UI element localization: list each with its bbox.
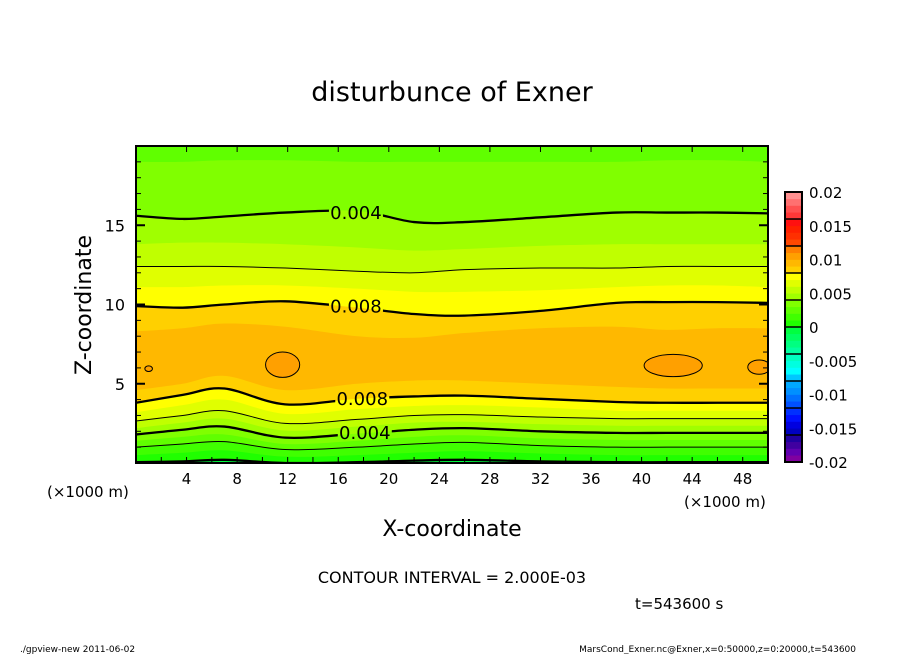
closed-contour xyxy=(144,365,153,373)
colorbar-swatch xyxy=(785,441,802,449)
colorbar-swatch xyxy=(785,279,802,287)
x-tick-label: 20 xyxy=(379,470,398,488)
y-tick-label: 15 xyxy=(105,216,125,235)
colorbar xyxy=(784,191,803,463)
colorbar-swatch xyxy=(785,232,802,240)
contour-line xyxy=(136,440,768,451)
colorbar-swatch xyxy=(785,205,802,213)
colorbar-swatch xyxy=(785,347,802,355)
colorbar-swatch xyxy=(785,408,802,416)
x-tick-label: 12 xyxy=(278,470,297,488)
colorbar-swatch xyxy=(785,435,802,443)
colorbar-label: -0.02 xyxy=(809,454,848,472)
contour-label: 0.004 xyxy=(330,203,382,224)
colorbar-swatch xyxy=(785,421,802,429)
colorbar-swatch xyxy=(785,212,802,220)
colorbar-label: -0.01 xyxy=(809,387,848,405)
contour-line xyxy=(136,300,768,317)
colorbar-swatch xyxy=(785,239,802,247)
colorbar-swatch xyxy=(785,367,802,375)
x-axis-label: X-coordinate xyxy=(382,517,521,542)
colorbar-label: 0.01 xyxy=(809,252,842,270)
colorbar-swatch xyxy=(785,293,802,301)
x-tick-label: 4 xyxy=(182,470,192,488)
contour-line xyxy=(136,387,768,406)
colorbar-label: -0.015 xyxy=(809,420,857,438)
x-tick-label: 24 xyxy=(430,470,449,488)
colorbar-swatch xyxy=(785,192,802,200)
colorbar-swatch xyxy=(785,273,802,281)
colorbar-label: 0 xyxy=(809,319,819,337)
closed-contour xyxy=(747,359,768,375)
colorbar-swatch xyxy=(785,354,802,362)
colorbar-swatch xyxy=(785,320,802,328)
band-fill xyxy=(136,146,768,162)
colorbar-swatch xyxy=(785,448,802,456)
contour-line xyxy=(136,209,768,225)
footer-left: ./gpview-new 2011-06-02 xyxy=(20,645,135,654)
x-unit-left: (×1000 m) xyxy=(47,483,129,501)
time-text: t=543600 s xyxy=(635,595,723,613)
contour-line xyxy=(136,265,768,274)
closed-contour xyxy=(265,351,301,378)
colorbar-label: 0.005 xyxy=(809,285,852,303)
contour-line xyxy=(136,425,768,440)
x-tick-label: 44 xyxy=(683,470,702,488)
colorbar-swatch xyxy=(785,387,802,395)
colorbar-label: 0.015 xyxy=(809,218,852,236)
colorbar-swatch xyxy=(785,252,802,260)
contour-label: 0.004 xyxy=(339,423,391,444)
colorbar-swatch xyxy=(785,394,802,402)
colorbar-swatch xyxy=(785,327,802,335)
y-tick-label: 5 xyxy=(115,375,125,394)
colorbar-label: -0.005 xyxy=(809,353,857,371)
x-tick-label: 32 xyxy=(531,470,550,488)
contour-label: 0.008 xyxy=(330,296,382,317)
x-tick-label: 28 xyxy=(480,470,499,488)
colorbar-swatch xyxy=(785,259,802,267)
y-tick-label: 10 xyxy=(105,296,125,315)
colorbar-swatch xyxy=(785,313,802,321)
axis-ticks xyxy=(136,146,768,463)
colorbar-swatch xyxy=(785,246,802,254)
x-unit-right: (×1000 m) xyxy=(684,493,766,511)
y-axis-label: Z-coordinate xyxy=(72,235,97,375)
colorbar-swatch xyxy=(785,374,802,382)
x-tick-label: 40 xyxy=(632,470,651,488)
plot-area: 0.004 0.008 0.008 0.004 xyxy=(136,146,768,463)
x-tick-label: 8 xyxy=(232,470,242,488)
footer-right: MarsCond_Exner.nc@Exner,x=0:50000,z=0:20… xyxy=(579,645,856,654)
colorbar-label: 0.02 xyxy=(809,184,842,202)
colorbar-frame xyxy=(784,191,803,463)
colorbar-swatch xyxy=(785,219,802,227)
colorbar-swatch xyxy=(785,225,802,233)
colorbar-swatch xyxy=(785,286,802,294)
colorbar-swatch xyxy=(785,306,802,314)
colorbar-swatch xyxy=(785,300,802,308)
band-fill xyxy=(136,146,768,224)
colorbar-swatch xyxy=(785,401,802,409)
band-fill xyxy=(136,450,768,463)
colorbar-swatch xyxy=(785,360,802,368)
contour-interval-text: CONTOUR INTERVAL = 2.000E-03 xyxy=(318,568,586,587)
colorbar-swatch xyxy=(785,198,802,206)
colorbar-swatch xyxy=(785,381,802,389)
colorbar-swatch xyxy=(785,340,802,348)
colorbar-swatch xyxy=(785,266,802,274)
contour-line xyxy=(136,409,768,425)
x-tick-label: 36 xyxy=(581,470,600,488)
x-tick-label: 48 xyxy=(733,470,752,488)
chart-title: disturbunce of Exner xyxy=(311,77,593,108)
closed-contour xyxy=(643,353,703,378)
colorbar-swatch xyxy=(785,428,802,436)
colorbar-swatch xyxy=(785,333,802,341)
colorbar-swatch xyxy=(785,455,802,463)
contour-label: 0.008 xyxy=(336,389,388,410)
x-tick-label: 16 xyxy=(329,470,348,488)
colorbar-swatch xyxy=(785,414,802,422)
